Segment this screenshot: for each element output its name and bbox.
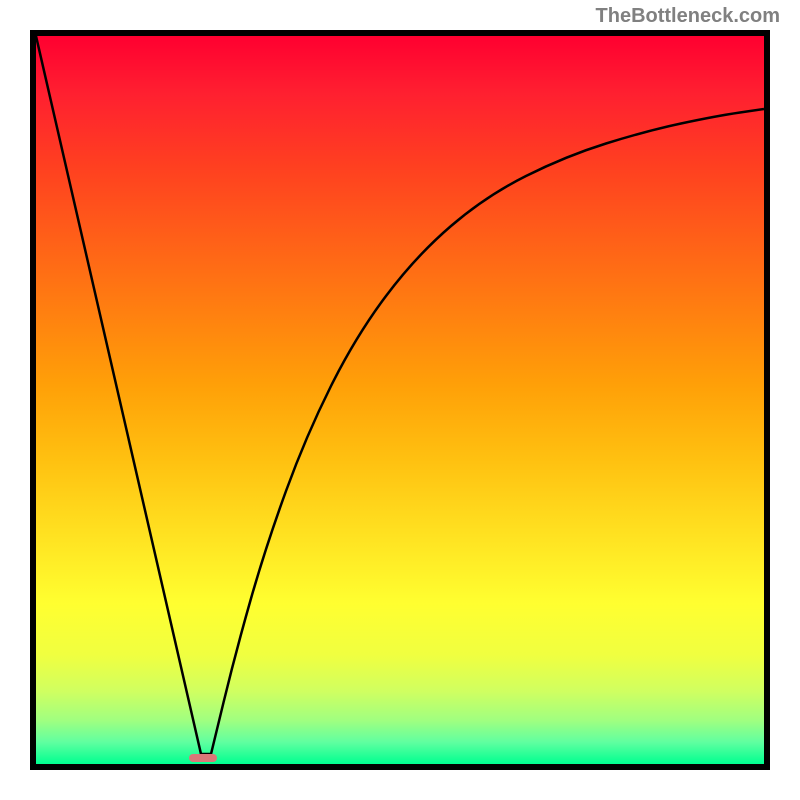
watermark-text: TheBottleneck.com <box>596 5 780 28</box>
chart-area <box>30 30 770 770</box>
bottleneck-curve <box>36 36 764 764</box>
minimum-marker <box>189 754 217 762</box>
